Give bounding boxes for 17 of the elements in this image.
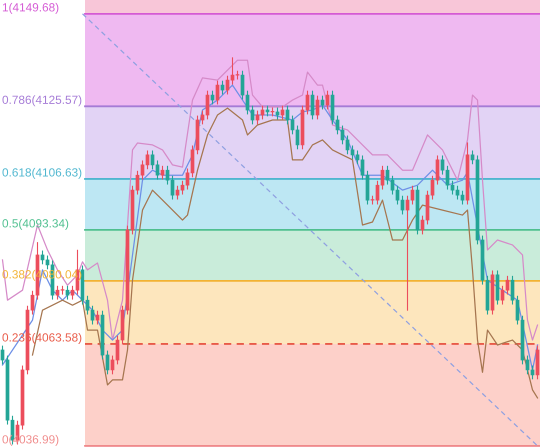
ref-line-label: 0.618(4106.63) [2,168,82,179]
candlestick [220,80,224,94]
ref-line-label: 0.5(4093.34) [2,218,68,230]
candlestick [216,80,220,104]
candlestick [66,286,70,300]
candlestick [210,90,214,104]
candlestick [266,106,270,116]
candlestick [326,90,330,110]
candlestick [280,106,284,120]
candlestick [276,108,280,120]
candlestick [310,90,314,120]
candlestick [160,166,164,180]
candlestick [96,310,100,324]
ref-line-label: 1(4149.68) [2,2,58,14]
candlestick [316,96,320,120]
ref-line-label: 0.786(4125.57) [2,95,82,106]
candlestick [320,96,324,110]
